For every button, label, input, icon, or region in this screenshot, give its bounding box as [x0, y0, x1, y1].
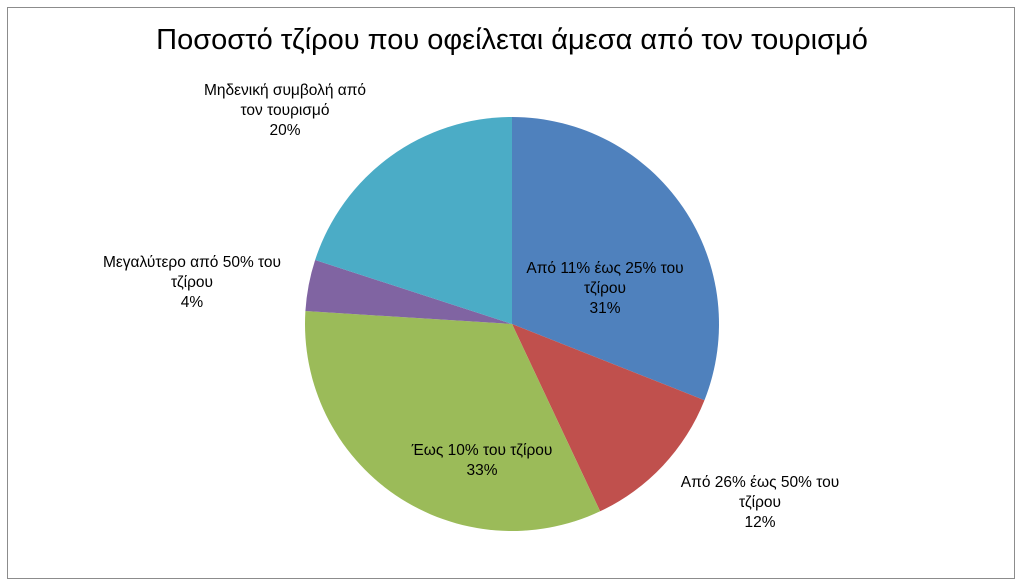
slice-category-label: τζίρου: [584, 280, 626, 297]
slice-category-label: τζίρου: [739, 494, 781, 511]
slice-category-label: Έως 10% του τζίρου: [411, 442, 553, 459]
pie-slice-5: [315, 117, 512, 324]
slice-label-5: Μηδενική συμβολή από τον τουρισμό 20%: [204, 82, 366, 139]
slice-category-label: Μηδενική συμβολή από: [204, 82, 366, 99]
pie-slice-1: [512, 117, 719, 401]
slice-value-label: 31%: [589, 300, 620, 317]
slice-category-label: Από 26% έως 50% του: [681, 474, 839, 491]
slice-category-label: Από 11% έως 25% του: [526, 260, 683, 277]
slice-value-label: 20%: [269, 122, 300, 139]
slice-label-2: Από 26% έως 50% του τζίρου 12%: [681, 474, 839, 531]
slice-value-label: 33%: [466, 462, 497, 479]
slice-value-label: 12%: [744, 514, 775, 531]
slice-value-label: 4%: [181, 294, 204, 311]
slice-category-label: τζίρου: [171, 274, 213, 291]
chart-title: Ποσοστό τζίρου που οφείλεται άμεσα από τ…: [156, 24, 868, 56]
pie-slice-4: [305, 260, 512, 324]
slice-label-3: Έως 10% του τζίρου 33%: [411, 442, 553, 479]
slice-category-label: Μεγαλύτερο από 50% του: [103, 254, 281, 271]
slice-category-label: τον τουρισμό: [241, 102, 330, 119]
slice-label-4: Μεγαλύτερο από 50% του τζίρου 4%: [103, 254, 281, 311]
slice-label-1: Από 11% έως 25% του τζίρου 31%: [526, 260, 683, 317]
pie-slice-2: [512, 324, 705, 512]
pie-slice-3: [305, 311, 601, 532]
